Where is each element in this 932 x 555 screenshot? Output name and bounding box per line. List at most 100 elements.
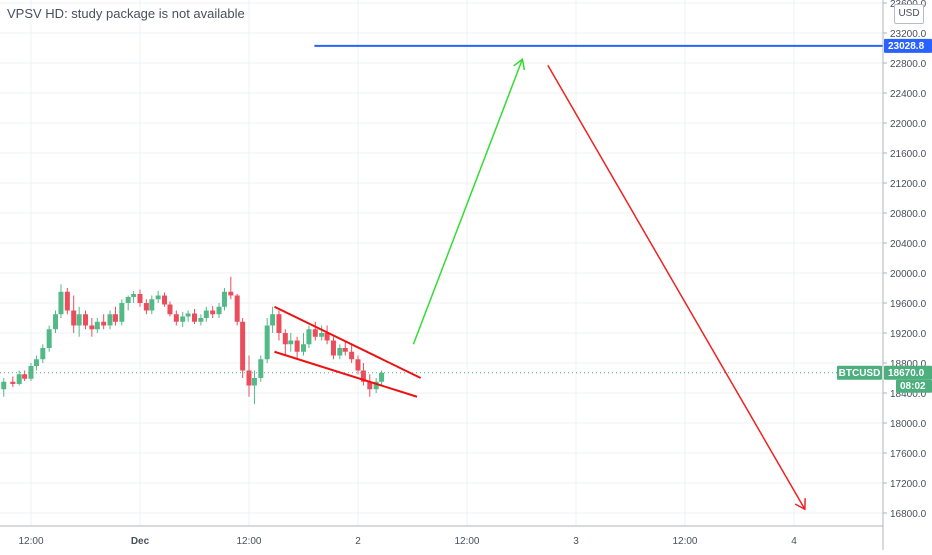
candle-body xyxy=(40,348,46,360)
candle-body xyxy=(28,366,34,379)
candle xyxy=(28,363,34,381)
candle-body xyxy=(112,314,118,322)
candle-body xyxy=(203,310,209,318)
candle xyxy=(76,306,82,337)
candle xyxy=(58,284,64,318)
candle xyxy=(210,306,216,318)
countdown-tag-bg xyxy=(896,379,932,393)
countdown-tag: 08:02 xyxy=(896,379,932,393)
projection-down-arrow-head xyxy=(794,498,806,511)
candle xyxy=(258,355,264,382)
candle xyxy=(180,312,186,327)
candle xyxy=(33,355,39,371)
candle-body xyxy=(246,370,252,386)
y-tick-label: 20400.0 xyxy=(890,239,927,250)
candle xyxy=(228,276,234,300)
symbol-tag-text: BTCUSD xyxy=(839,368,881,379)
candle xyxy=(349,344,355,363)
candle xyxy=(125,295,131,311)
candle xyxy=(64,288,70,315)
resistance-price-tag-bg xyxy=(884,38,932,53)
y-tick-label: 21600.0 xyxy=(890,149,927,160)
candle-body xyxy=(360,370,366,382)
candle xyxy=(71,295,77,333)
candle-body xyxy=(221,291,227,307)
candle xyxy=(191,309,197,324)
candle-body xyxy=(373,381,379,390)
candle-body xyxy=(162,295,168,305)
candle xyxy=(149,295,155,315)
y-tick-label: 20000.0 xyxy=(890,269,927,280)
candle xyxy=(119,299,125,326)
candle-body xyxy=(173,314,179,322)
candle-body xyxy=(89,325,95,330)
projection-up-arrow-shaft xyxy=(412,58,524,345)
candle-body xyxy=(125,297,131,303)
candle xyxy=(306,325,312,348)
y-tick-label: 23200.0 xyxy=(890,29,927,40)
candle xyxy=(240,318,246,378)
candle-body xyxy=(355,359,361,371)
y-tick-label: 18800.0 xyxy=(890,359,927,370)
candle xyxy=(234,294,240,326)
candle xyxy=(294,336,300,360)
last-price-tag-text: 18670.0 xyxy=(888,368,925,379)
study-notice: VPSV HD: study package is not available xyxy=(7,6,245,21)
candle xyxy=(270,306,276,333)
currency-badge[interactable]: USD xyxy=(894,4,924,24)
candle-body xyxy=(94,321,100,330)
candle xyxy=(89,318,95,337)
candle xyxy=(288,333,294,352)
candle-body xyxy=(167,304,173,315)
candle-body xyxy=(155,295,161,300)
candle-body xyxy=(71,310,77,326)
x-tick-label: 2 xyxy=(355,536,361,547)
drawings xyxy=(0,44,883,511)
candle-body xyxy=(76,314,82,326)
candle-body xyxy=(131,294,137,297)
candle-body xyxy=(240,321,246,371)
candle-body xyxy=(300,344,306,352)
candle xyxy=(300,333,306,356)
x-tick-label: 12:00 xyxy=(672,536,697,547)
candle xyxy=(355,355,361,375)
candle xyxy=(1,378,7,397)
candle-body xyxy=(319,333,325,337)
candle-body xyxy=(22,374,28,379)
candle xyxy=(107,310,113,330)
candle xyxy=(312,321,318,341)
candle-body xyxy=(210,310,216,315)
y-tick-label: 17200.0 xyxy=(890,479,927,490)
candle xyxy=(46,325,52,352)
candle xyxy=(337,344,343,360)
candle-body xyxy=(276,314,282,333)
candle-body xyxy=(143,303,149,311)
candle xyxy=(167,301,173,317)
grid xyxy=(0,0,883,526)
candle-body xyxy=(82,314,88,326)
candle xyxy=(330,336,336,360)
y-tick-label: 22800.0 xyxy=(890,59,927,70)
candle-body xyxy=(149,299,155,311)
candle xyxy=(203,306,209,322)
candle xyxy=(101,314,107,330)
y-tick-label: 19200.0 xyxy=(890,329,927,340)
x-tick-label: 3 xyxy=(573,536,579,547)
projection-up-arrow xyxy=(412,57,526,345)
wedge-lower-line xyxy=(274,350,418,398)
x-tick-label: 12:00 xyxy=(18,536,43,547)
candle-body xyxy=(379,372,385,382)
candle xyxy=(251,370,257,405)
y-tick-label: 18400.0 xyxy=(890,389,927,400)
candle-body xyxy=(180,316,186,322)
candle xyxy=(379,370,385,386)
candle xyxy=(155,291,161,303)
candle xyxy=(82,310,88,330)
candle-body xyxy=(101,321,107,326)
candle xyxy=(143,299,149,315)
candle-body xyxy=(216,306,222,315)
resistance-price-tag-text: 23028.8 xyxy=(888,41,925,52)
candle xyxy=(367,374,373,397)
